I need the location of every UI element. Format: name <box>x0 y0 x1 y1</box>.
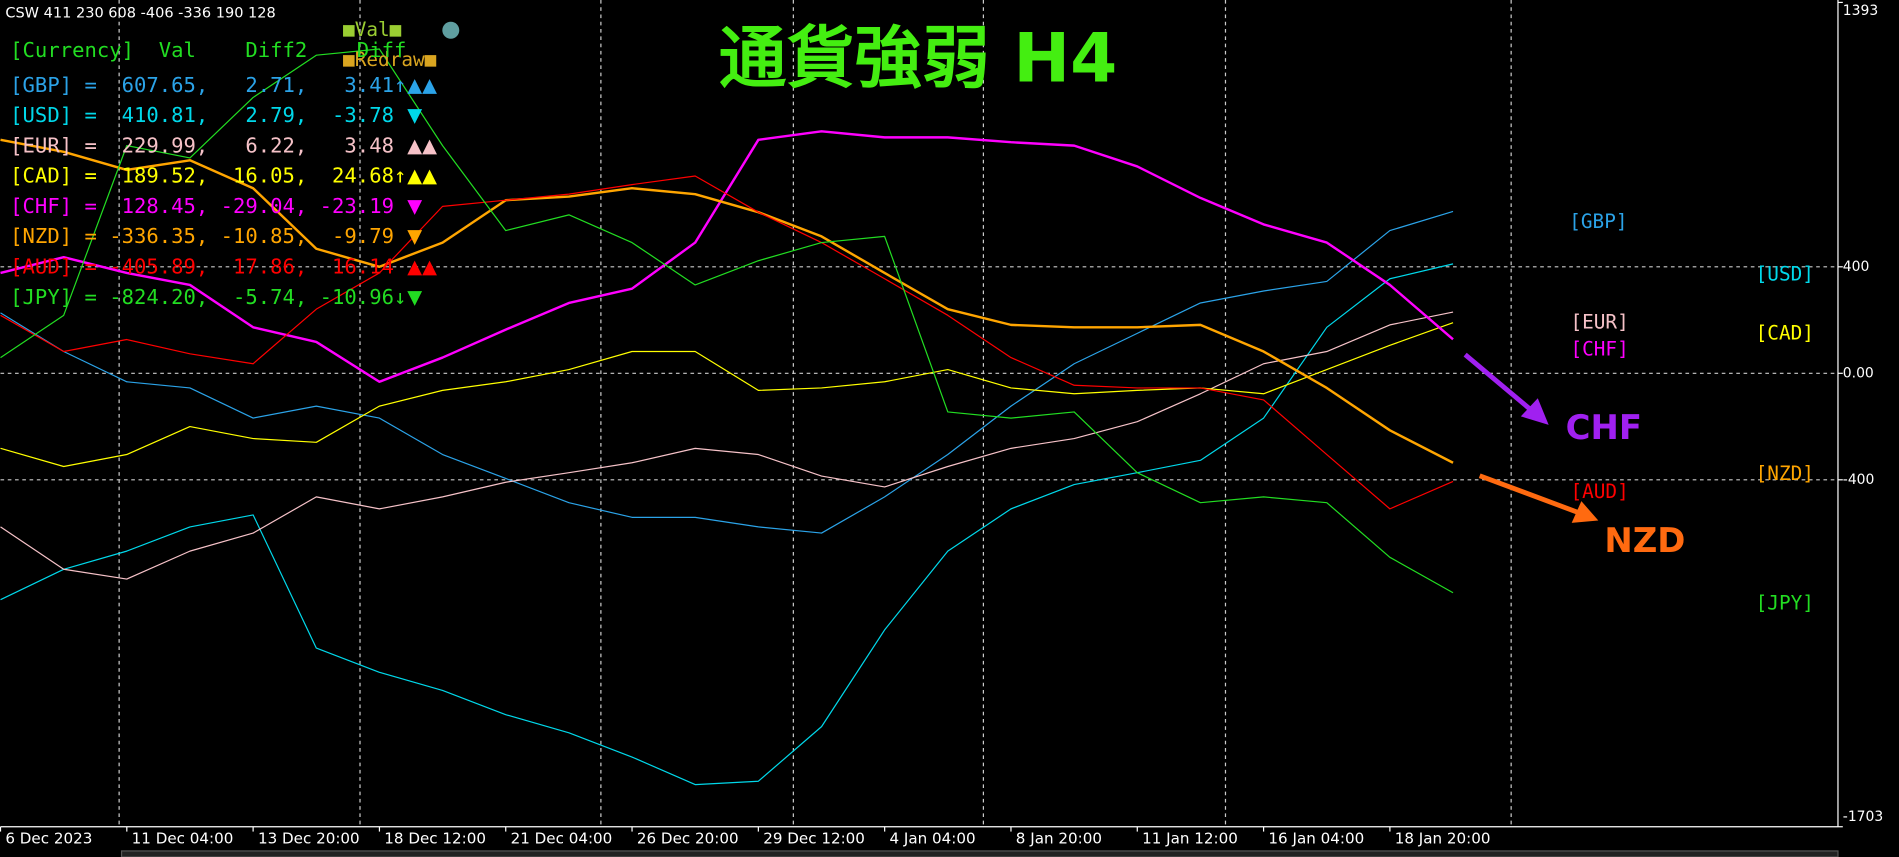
val-button[interactable]: ■Val■ <box>343 18 402 41</box>
table-signals: ▲▲ <box>407 255 437 278</box>
table-row: [NZD] = -336.35, -10.85, -9.79 <box>10 224 394 248</box>
nzd-arrow <box>1478 473 1581 516</box>
table-signals: ▼ <box>407 285 422 308</box>
series-line <box>0 322 1454 468</box>
table-row: [CAD] = 189.52, 16.05, 24.68↑ <box>10 164 406 188</box>
table-signals: ▼ <box>407 225 422 248</box>
x-tick-label: 18 Dec 12:00 <box>384 829 486 847</box>
series-line <box>0 48 1454 594</box>
x-tick-label: 26 Dec 20:00 <box>637 829 739 847</box>
annotation: CHF <box>1566 408 1642 447</box>
chart-title: 通貨強弱 H4 <box>719 18 1118 97</box>
x-tick-label: 16 Jan 04:00 <box>1268 829 1364 847</box>
series-line <box>0 263 1454 786</box>
table-signals: ▲▲ <box>407 164 437 187</box>
chf-arrow-head <box>1520 398 1549 425</box>
y-tick-label: 400 <box>1843 259 1870 275</box>
x-tick-label: 18 Jan 20:00 <box>1395 829 1491 847</box>
annotation: NZD <box>1604 521 1685 560</box>
x-tick-label: 4 Jan 04:00 <box>890 829 976 847</box>
table-row: [CHF] = 128.45, -29.04, -23.19 <box>10 194 394 218</box>
table-signals: ▲▲ <box>407 73 437 96</box>
legend-label: [GBP] <box>1569 210 1627 233</box>
chf-arrow <box>1463 352 1535 414</box>
table-row: [AUD] = -405.89, 17.86, 16.14 <box>10 255 394 279</box>
indicator-header: CSW 411 230 608 -406 -336 190 128 <box>5 5 275 21</box>
y-tick-label: 0.00 <box>1843 365 1874 381</box>
x-tick-label: 13 Dec 20:00 <box>258 829 360 847</box>
series-line <box>0 130 1454 383</box>
legend-label: [JPY] <box>1756 592 1814 615</box>
table-signals: ▼ <box>407 194 422 217</box>
table-row: [USD] = 410.81, 2.79, -3.78 <box>10 103 394 127</box>
table-row: [EUR] = 229.99, 6.22, 3.48 <box>10 133 394 157</box>
plot-layer <box>0 0 1838 827</box>
scrollbar[interactable] <box>120 850 1839 857</box>
redraw-button[interactable]: ■Redraw■ <box>343 48 437 71</box>
table-header: [Currency] Val Diff2 Diff <box>10 38 406 62</box>
x-tick-label: 11 Dec 04:00 <box>132 829 234 847</box>
series-line <box>0 210 1454 534</box>
y-tick-label: -400 <box>1843 472 1875 488</box>
series-line <box>0 175 1454 510</box>
series-line <box>0 138 1454 464</box>
table-row: [GBP] = 607.65, 2.71, 3.41↑ <box>10 73 406 97</box>
legend-label: [CAD] <box>1756 322 1814 345</box>
y-tick-label: 1393 <box>1843 3 1878 19</box>
legend-label: [EUR] <box>1570 311 1628 334</box>
table-signals: ▼ <box>407 104 422 127</box>
x-tick-label: 11 Jan 12:00 <box>1142 829 1238 847</box>
x-tick-label: 8 Jan 20:00 <box>1016 829 1102 847</box>
table-row: [JPY] = -824.20, -5.74, -10.96↓ <box>10 285 406 309</box>
legend-label: [CHF] <box>1570 337 1628 360</box>
legend-label: [NZD] <box>1756 462 1814 485</box>
legend-label: [AUD] <box>1570 480 1628 503</box>
x-tick-label: 6 Dec 2023 <box>5 829 92 847</box>
status-dot[interactable] <box>442 21 460 39</box>
x-tick-label: 21 Dec 04:00 <box>511 829 613 847</box>
series-line <box>0 311 1454 580</box>
table-signals: ▲▲ <box>407 134 437 157</box>
legend-label: [USD] <box>1756 262 1814 285</box>
x-tick-label: 29 Dec 12:00 <box>763 829 865 847</box>
y-tick-label: -1703 <box>1843 809 1883 825</box>
nzd-arrow-head <box>1571 501 1599 523</box>
